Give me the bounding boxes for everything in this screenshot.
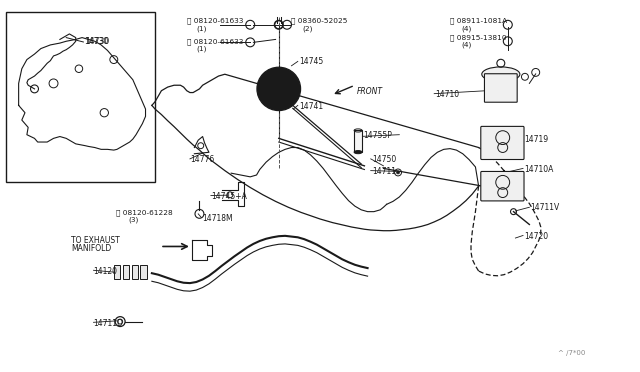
Text: Ⓠ 08915-13810: Ⓠ 08915-13810 bbox=[450, 34, 507, 41]
Circle shape bbox=[257, 67, 301, 110]
Text: 14710A: 14710A bbox=[524, 165, 554, 174]
Circle shape bbox=[397, 171, 399, 174]
Text: (3): (3) bbox=[129, 217, 139, 223]
Text: 14730: 14730 bbox=[85, 38, 109, 46]
Text: FRONT: FRONT bbox=[356, 87, 383, 96]
Text: 14745: 14745 bbox=[300, 57, 324, 66]
Text: (2): (2) bbox=[302, 25, 313, 32]
Text: 14718M: 14718M bbox=[203, 214, 233, 223]
Text: Ⓝ 08911-1081A: Ⓝ 08911-1081A bbox=[450, 18, 507, 25]
Text: 14745+A: 14745+A bbox=[211, 192, 247, 201]
Text: 14710: 14710 bbox=[435, 90, 460, 99]
Text: 14730: 14730 bbox=[84, 38, 108, 46]
Text: 14719: 14719 bbox=[524, 135, 548, 144]
Text: 14776: 14776 bbox=[190, 155, 214, 164]
Ellipse shape bbox=[354, 151, 362, 154]
Text: 14750: 14750 bbox=[372, 155, 396, 164]
FancyBboxPatch shape bbox=[481, 126, 524, 160]
FancyBboxPatch shape bbox=[484, 74, 517, 102]
Text: (4): (4) bbox=[461, 42, 472, 48]
Text: Ⓢ 08360-52025: Ⓢ 08360-52025 bbox=[291, 18, 348, 25]
Text: TO EXHAUST: TO EXHAUST bbox=[71, 237, 120, 246]
Text: Ⓑ 08120-61633: Ⓑ 08120-61633 bbox=[187, 38, 243, 45]
FancyBboxPatch shape bbox=[140, 265, 147, 279]
Bar bbox=[354, 131, 362, 152]
Text: (4): (4) bbox=[461, 25, 472, 32]
Text: (1): (1) bbox=[196, 25, 207, 32]
FancyBboxPatch shape bbox=[114, 265, 120, 279]
Text: ^ /7*00: ^ /7*00 bbox=[558, 350, 586, 356]
Text: 14120: 14120 bbox=[93, 266, 118, 276]
Circle shape bbox=[276, 87, 281, 91]
Bar bbox=[6, 12, 155, 182]
Text: 14711D: 14711D bbox=[93, 319, 124, 328]
Text: Ⓑ 08120-61228: Ⓑ 08120-61228 bbox=[116, 209, 172, 216]
Text: 14755P: 14755P bbox=[363, 131, 392, 140]
FancyBboxPatch shape bbox=[481, 171, 524, 201]
Text: 14711: 14711 bbox=[372, 167, 396, 176]
Text: 14741: 14741 bbox=[300, 102, 324, 110]
Text: MANIFOLD: MANIFOLD bbox=[71, 244, 111, 253]
Text: 14720: 14720 bbox=[524, 232, 548, 241]
Ellipse shape bbox=[482, 67, 520, 81]
FancyBboxPatch shape bbox=[123, 265, 129, 279]
FancyBboxPatch shape bbox=[132, 265, 138, 279]
Text: (1): (1) bbox=[196, 45, 207, 52]
Text: Ⓑ 08120-61633: Ⓑ 08120-61633 bbox=[187, 18, 243, 25]
Text: 14711V: 14711V bbox=[531, 203, 560, 212]
